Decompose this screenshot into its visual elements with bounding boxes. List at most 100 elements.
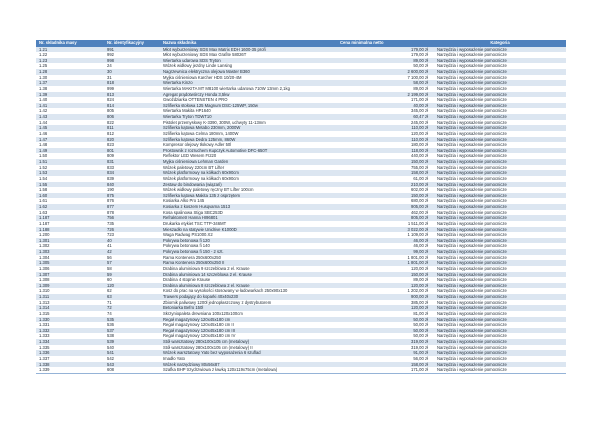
cell-price[interactable]: 58,00 zł bbox=[413, 80, 428, 86]
cell-id[interactable]: 824 bbox=[107, 97, 114, 103]
table-row[interactable]: 1.333 538 Regał magazynowy 120x45x180 cm I… bbox=[36, 333, 566, 339]
cell-price[interactable]: 89,00 zł bbox=[413, 57, 428, 63]
cell-nr[interactable]: 1.51 bbox=[39, 159, 48, 164]
cell-name[interactable]: Kosz do prac na wysokości stosowany w ła… bbox=[163, 288, 288, 294]
cell-name[interactable]: Kosa spalinowa Stiga SBC253D bbox=[163, 209, 223, 215]
cell-price[interactable]: 110,00 zł bbox=[411, 136, 428, 142]
cell-category[interactable]: Narzędzia i wyposażenie pomocnicze bbox=[437, 97, 507, 103]
cell-name[interactable]: Drabina aluminiowa 14 szczeblowa 2 el. K… bbox=[163, 271, 252, 277]
cell-price[interactable]: 158,00 zł bbox=[411, 361, 428, 367]
table-row[interactable]: 1.48 823 Kompresor olejowy tłokowy Adler 5… bbox=[36, 142, 566, 148]
cell-price[interactable]: 210,00 zł bbox=[411, 181, 428, 187]
table-row[interactable]: 1.25 24 Wózek widłowy jezdny Linde Lansing… bbox=[36, 63, 566, 69]
cell-category[interactable]: Narzędzia i wyposażenie pomocnicze bbox=[437, 57, 507, 63]
cell-price[interactable]: 171,00 zł bbox=[411, 97, 428, 103]
cell-name[interactable]: Gwoździarka OTTENSTEN 4 PRO bbox=[163, 97, 228, 103]
cell-price[interactable]: 1 202,00 zł bbox=[407, 288, 429, 294]
cell-category[interactable]: Narzędzia i wyposażenie pomocnicze bbox=[437, 232, 507, 238]
table-row[interactable]: 1.188 726 Mieszadło na statywie Unidrive K… bbox=[36, 226, 566, 233]
table-row[interactable]: 1.187 756 Refraktometr Hanna HI96801 805,00… bbox=[36, 215, 566, 221]
cell-name[interactable]: Wiertarka Tryton TDWT10 bbox=[163, 114, 212, 119]
table-row[interactable]: 1.315 74 Skrzyniopaleta drewniana 100x120x… bbox=[36, 310, 566, 317]
cell-id[interactable]: 56 bbox=[107, 254, 112, 260]
cell-price[interactable]: 110,00 zł bbox=[411, 125, 428, 131]
table-row[interactable]: 1.337 542 Imadło Yato 56,00 zł Narzędzia i w… bbox=[36, 355, 566, 362]
header-price[interactable]: Cena minimalna netto bbox=[340, 40, 384, 45]
cell-category[interactable]: Narzędzia i wyposażenie pomocnicze bbox=[437, 339, 507, 344]
cell-price[interactable]: 900,00 zł bbox=[411, 294, 428, 299]
cell-price[interactable]: 602,00 zł bbox=[411, 187, 428, 193]
table-row[interactable]: 1.307 59 Drabina aluminiowa 14 szczeblowa … bbox=[36, 271, 566, 278]
cell-category[interactable]: Narzędzia i wyposażenie pomocnicze bbox=[437, 80, 507, 86]
cell-category[interactable]: Narzędzia i wyposażenie pomocnicze bbox=[437, 142, 507, 148]
cell-nr[interactable]: 1.44 bbox=[39, 119, 48, 125]
cell-category[interactable]: Narzędzia i wyposażenie pomocnicze bbox=[437, 204, 507, 209]
cell-id[interactable]: 543 bbox=[107, 361, 114, 367]
cell-id[interactable]: 535 bbox=[107, 316, 114, 322]
cell-nr[interactable]: 1.30 bbox=[39, 74, 48, 80]
cell-nr[interactable]: 1.50 bbox=[39, 153, 48, 159]
cell-category[interactable]: Narzędzia i wyposażenie pomocnicze bbox=[437, 220, 507, 226]
cell-name[interactable]: Zbiornik paliwowy 1200l jednopłaszczowy … bbox=[163, 299, 272, 305]
cell-name[interactable]: Regał magazynowy 120x45x180 cm IV bbox=[163, 333, 236, 339]
cell-price[interactable]: 171,00 zł bbox=[411, 367, 428, 373]
cell-category[interactable]: Narzędzia i wyposażenie pomocnicze bbox=[437, 159, 507, 164]
cell-name[interactable]: Trawers podający do koparki 40x40x230 bbox=[163, 294, 239, 299]
cell-name[interactable]: Stół warsztatowy 280x100x105 cm (metalow… bbox=[163, 339, 250, 344]
cell-price[interactable]: 1 109,00 zł bbox=[407, 232, 429, 238]
cell-id[interactable]: 823 bbox=[107, 142, 114, 148]
table-row[interactable]: 1.301 40 Pokrywa betonowa fi 120 46,00 zł Na… bbox=[36, 237, 566, 244]
cell-name[interactable]: Wiertarka Makita HP1640 bbox=[163, 108, 211, 114]
cell-price[interactable]: 150,00 zł bbox=[411, 271, 428, 277]
cell-name[interactable]: Kompresor olejowy tłokowy Adler 50l bbox=[163, 142, 232, 148]
cell-name[interactable]: Skrzyniopaleta drewniana 100x120x100cm bbox=[163, 310, 243, 316]
cell-id[interactable]: 992 bbox=[107, 52, 114, 58]
cell-nr[interactable]: 1.37 bbox=[39, 80, 48, 86]
cell-id[interactable]: 539 bbox=[107, 339, 114, 344]
cell-id[interactable]: 878 bbox=[107, 209, 114, 215]
cell-id[interactable]: 74 bbox=[107, 310, 112, 316]
cell-name[interactable]: Agregat prądotwórczy Honda 3,5kw bbox=[163, 91, 230, 97]
cell-id[interactable]: 42 bbox=[107, 249, 112, 254]
cell-price[interactable]: 2 600,00 zł bbox=[407, 69, 429, 74]
cell-category[interactable]: Narzędzia i wyposażenie pomocnicze bbox=[437, 344, 507, 350]
cell-id[interactable]: 537 bbox=[107, 327, 114, 333]
cell-price[interactable]: 120,00 zł bbox=[411, 305, 428, 311]
cell-name[interactable]: Zestaw do bindowania (wiązań) bbox=[163, 181, 222, 187]
cell-id[interactable]: 71 bbox=[107, 299, 112, 305]
cell-name[interactable]: Betoniarka Befro 150l bbox=[163, 305, 204, 311]
cell-nr[interactable]: 1.25 bbox=[39, 63, 48, 69]
cell-id[interactable]: 998 bbox=[107, 57, 114, 63]
table-row[interactable]: 1.55 840 Zestaw do bindowania (wiązań) 210,… bbox=[36, 181, 566, 188]
cell-id[interactable]: 541 bbox=[107, 350, 114, 356]
cell-category[interactable]: Narzędzia i wyposażenie pomocnicze bbox=[437, 125, 507, 131]
cell-price[interactable]: 319,00 zł bbox=[411, 339, 428, 344]
cell-price[interactable]: 805,00 zł bbox=[411, 215, 428, 221]
cell-nr[interactable]: 1.46 bbox=[39, 130, 48, 136]
cell-nr[interactable]: 1.310 bbox=[39, 288, 50, 294]
cell-price[interactable]: 118,00 zł bbox=[411, 147, 428, 153]
cell-price[interactable]: 40,00 zł bbox=[413, 102, 428, 108]
cell-category[interactable]: Narzędzia i wyposażenie pomocnicze bbox=[437, 254, 507, 260]
cell-id[interactable]: 62 bbox=[107, 288, 112, 294]
cell-price[interactable]: 56,00 zł bbox=[413, 355, 428, 361]
cell-nr[interactable]: 1.335 bbox=[39, 344, 50, 350]
cell-name[interactable]: Wózek warsztatowy Yato bez wyposażenia 6… bbox=[163, 350, 261, 356]
cell-name[interactable]: Wózek platformowy na kółkach 60x90cm bbox=[163, 170, 239, 176]
cell-nr[interactable]: 1.200 bbox=[39, 232, 50, 238]
cell-nr[interactable]: 1.308 bbox=[39, 277, 50, 283]
cell-id[interactable]: 40 bbox=[107, 237, 112, 243]
cell-price[interactable]: 89,00 zł bbox=[413, 85, 428, 91]
cell-name[interactable]: Wózek paletowy 220cm BT Lifter bbox=[163, 164, 225, 170]
cell-price[interactable]: 46,00 zł bbox=[413, 243, 428, 249]
cell-id[interactable]: 24 bbox=[107, 63, 112, 69]
cell-nr[interactable]: 1.313 bbox=[39, 299, 50, 305]
table-row[interactable]: 1.310 62 Kosz do prac na wysokości stosowa… bbox=[36, 288, 566, 294]
table-row[interactable]: 1.187 735 Drukarka etykiet TSC TTP-346MT 1 … bbox=[36, 220, 566, 227]
cell-category[interactable]: Narzędzia i wyposażenie pomocnicze bbox=[437, 74, 507, 80]
cell-nr[interactable]: 1.40 bbox=[39, 97, 48, 103]
cell-category[interactable]: Narzędzia i wyposażenie pomocnicze bbox=[437, 192, 507, 198]
cell-category[interactable]: Narzędzia i wyposażenie pomocnicze bbox=[437, 46, 507, 52]
cell-name[interactable]: Szlifierka kątowa Dedra 125mm, 860W bbox=[163, 136, 236, 142]
cell-nr[interactable]: 1.306 bbox=[39, 265, 50, 271]
